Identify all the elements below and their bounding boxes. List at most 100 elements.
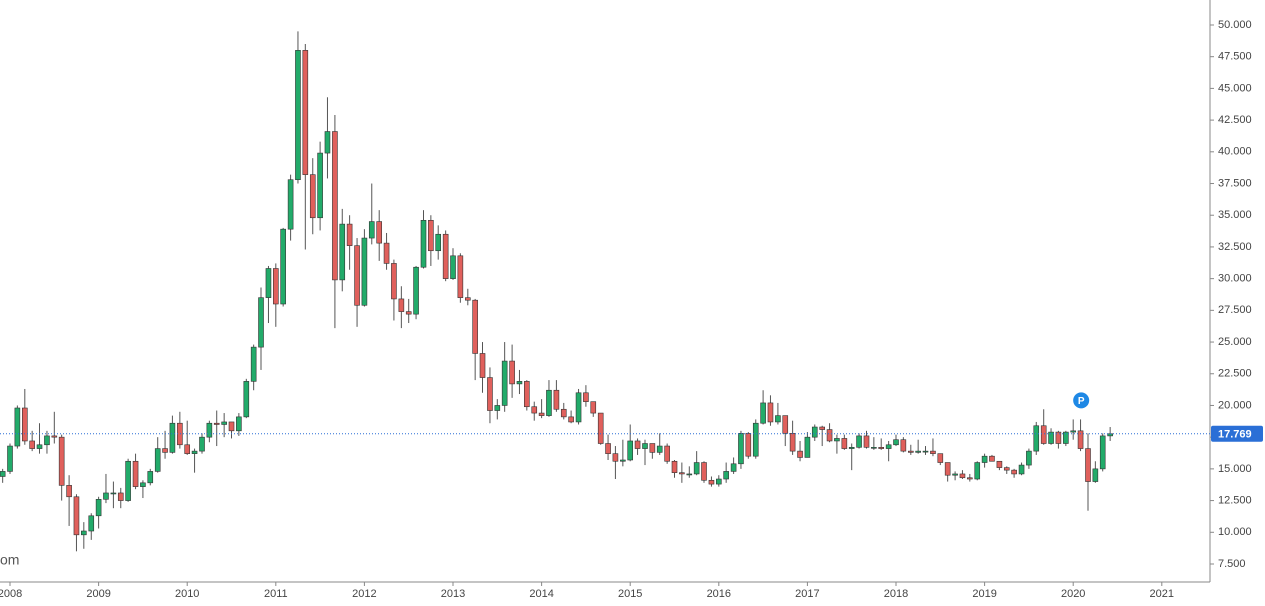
candle-body xyxy=(346,223,353,246)
x-tick-label: 2015 xyxy=(618,588,642,600)
candle-body xyxy=(848,447,855,449)
candle-body xyxy=(1026,450,1032,466)
candle-body xyxy=(413,266,419,315)
candle-body xyxy=(664,445,670,462)
candle-body xyxy=(103,492,109,500)
candle-body xyxy=(524,381,530,408)
y-tick-label: 47.500 xyxy=(1218,51,1252,63)
candle-body xyxy=(295,50,301,181)
candle-body xyxy=(797,450,803,458)
x-tick-label: 2012 xyxy=(352,588,376,600)
candle-body xyxy=(44,435,50,446)
candle-body xyxy=(627,440,634,461)
y-tick-label: 37.500 xyxy=(1218,177,1252,189)
candle-body xyxy=(893,439,899,446)
candle-body xyxy=(701,462,707,481)
candle-body xyxy=(95,499,102,517)
candle-body xyxy=(154,448,161,472)
candle-body xyxy=(612,453,619,462)
candle-body xyxy=(819,426,826,430)
marker-label: P xyxy=(1078,396,1085,407)
candle-body xyxy=(959,473,966,479)
candle-body xyxy=(730,463,737,472)
y-tick-label: 40.000 xyxy=(1218,146,1252,158)
candle-body xyxy=(1048,431,1054,444)
candle-body xyxy=(937,453,944,463)
candle-body xyxy=(405,311,412,315)
candle-body xyxy=(974,462,981,480)
y-tick-label: 15.000 xyxy=(1218,463,1252,475)
candle-body xyxy=(147,471,154,484)
candle-body xyxy=(642,443,648,449)
y-tick-label: 42.500 xyxy=(1218,114,1252,126)
candle-body xyxy=(686,473,693,476)
y-tick-label: 7.500 xyxy=(1218,558,1246,570)
candle-body xyxy=(782,415,789,434)
candle-body xyxy=(14,407,21,447)
y-tick-label: 12.500 xyxy=(1218,494,1252,506)
y-tick-label: 10.000 xyxy=(1218,526,1252,538)
candle-body xyxy=(649,443,656,453)
candle-body xyxy=(332,131,338,281)
candle-body xyxy=(908,450,914,453)
candle-body xyxy=(132,460,139,487)
candle-body xyxy=(634,440,641,449)
candle-body xyxy=(162,448,168,453)
candle-body xyxy=(273,268,279,305)
x-tick-label: 2017 xyxy=(795,588,819,600)
candle-body xyxy=(922,450,929,453)
candle-body xyxy=(745,433,752,457)
candle-body xyxy=(258,297,264,348)
candle-body xyxy=(199,436,205,452)
x-tick-label: 2014 xyxy=(529,588,553,600)
y-tick-label: 22.500 xyxy=(1218,368,1252,380)
candle-body xyxy=(0,471,6,477)
candle-body xyxy=(679,472,685,475)
candle-body xyxy=(789,433,796,452)
candle-body xyxy=(250,346,257,382)
y-tick-label: 27.500 xyxy=(1218,304,1252,316)
candle-body xyxy=(656,445,663,453)
candle-body xyxy=(1085,448,1091,482)
candle-body xyxy=(73,496,80,536)
candle-body xyxy=(22,407,28,442)
candle-body xyxy=(361,237,368,306)
candle-body xyxy=(479,353,486,378)
candle-body xyxy=(708,479,715,485)
candle-body xyxy=(671,460,678,473)
x-tick-label: 2010 xyxy=(175,588,199,600)
candle-body xyxy=(620,459,626,462)
candle-body xyxy=(324,131,331,154)
candle-body xyxy=(841,438,848,449)
candle-body xyxy=(1018,464,1025,475)
candle-body xyxy=(376,221,383,244)
marker xyxy=(1073,392,1090,409)
candle-body xyxy=(228,421,235,432)
candle-body xyxy=(1003,467,1010,471)
candle-body xyxy=(236,416,242,432)
candle-body xyxy=(885,444,892,449)
candle-body xyxy=(169,422,176,453)
candle-body xyxy=(125,460,131,501)
candle-body xyxy=(1033,425,1040,452)
candle-body xyxy=(140,482,146,487)
x-tick-label: 2016 xyxy=(707,588,731,600)
candle-body xyxy=(605,443,611,454)
candle-body xyxy=(442,233,449,279)
x-tick-label: 2020 xyxy=(1061,588,1085,600)
candle-body xyxy=(760,402,766,424)
candle-body xyxy=(450,255,456,279)
y-tick-label: 25.000 xyxy=(1218,336,1252,348)
last-price-label: 17.769 xyxy=(1218,429,1252,441)
candle-body xyxy=(553,389,560,410)
candle-body xyxy=(213,422,220,425)
candle-body xyxy=(597,412,604,444)
candle-body xyxy=(560,408,567,418)
candle-body xyxy=(391,263,397,300)
candle-body xyxy=(915,450,921,453)
candle-body xyxy=(428,219,434,252)
candle-body xyxy=(871,447,877,449)
candle-body xyxy=(117,492,124,501)
